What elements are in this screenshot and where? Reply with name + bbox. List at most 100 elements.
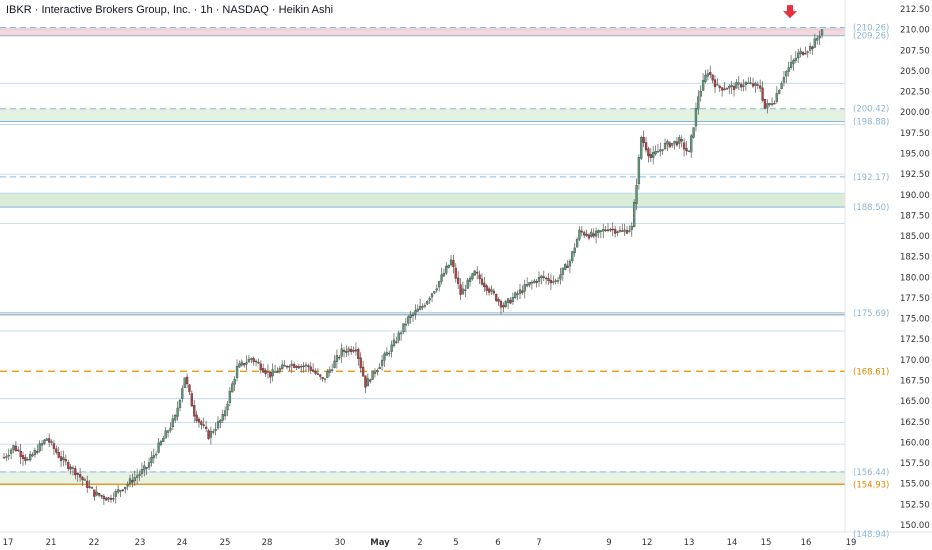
candle-up: [223, 410, 227, 417]
candle-up: [271, 369, 274, 377]
candle-down: [625, 230, 629, 234]
x-tick-label: 24: [177, 538, 188, 548]
candle-down: [668, 142, 671, 148]
candle-up: [747, 82, 750, 84]
time-axis[interactable]: 17 21 22 23 24 25 28 30 May 2 5 6 7 9 12 13 14 15 16 19: [3, 538, 857, 548]
candle-up: [371, 370, 374, 380]
candle-down: [193, 405, 196, 417]
candle-down: [499, 300, 503, 308]
candle-up: [518, 289, 522, 294]
down-arrow-icon[interactable]: [783, 5, 797, 19]
candle-down: [264, 370, 267, 374]
candle-down: [675, 141, 679, 146]
candle-down: [756, 84, 759, 86]
candle-up: [71, 467, 75, 469]
candle-down: [254, 360, 258, 363]
y-tick-label: 190.00: [900, 191, 930, 201]
candle-up: [575, 239, 579, 248]
candle-up: [162, 437, 165, 442]
candle-up: [430, 293, 434, 298]
y-tick-label: 210.00: [900, 26, 930, 36]
candle-up: [623, 229, 626, 232]
level-label-7: (168.61): [853, 367, 889, 377]
candle-up: [174, 415, 177, 421]
candle-down: [93, 489, 96, 497]
candle-up: [780, 83, 783, 90]
candle-up: [183, 377, 186, 388]
candle-down: [497, 299, 500, 302]
candle-up: [366, 378, 369, 387]
candle-down: [751, 83, 755, 87]
candle-down: [478, 274, 481, 280]
y-tick-label: 200.00: [900, 108, 930, 118]
x-tick-label: 25: [220, 538, 231, 548]
candle-down: [302, 365, 305, 368]
candle-down: [687, 150, 690, 152]
candle-up: [43, 439, 46, 444]
candle-up: [511, 297, 515, 302]
candle-down: [804, 53, 807, 55]
candle-up: [164, 430, 167, 439]
candle-up: [716, 84, 719, 86]
candle-up: [212, 431, 215, 433]
candle-up: [699, 91, 702, 97]
markers-layer: [783, 5, 797, 19]
x-tick-label: 30: [335, 538, 346, 548]
candle-up: [573, 247, 576, 253]
y-tick-label: 172.50: [900, 335, 930, 345]
candle-down: [105, 497, 108, 501]
zone-3: [0, 471, 845, 485]
candle-up: [40, 442, 44, 446]
candle-down: [350, 349, 353, 353]
candle-down: [307, 365, 310, 367]
candle-up: [273, 371, 277, 373]
candle-down: [204, 426, 208, 429]
candle-up: [659, 149, 662, 152]
x-tick-label: 23: [135, 538, 146, 548]
candle-up: [678, 137, 681, 144]
candle-up: [5, 456, 8, 458]
candle-up: [568, 260, 572, 267]
candle-up: [618, 229, 622, 232]
candle-up: [31, 454, 34, 457]
candle-up: [533, 280, 536, 283]
candle-up: [537, 276, 541, 282]
level-label-5: (188.50): [853, 203, 889, 213]
candle-up: [666, 140, 669, 145]
candle-up: [818, 35, 821, 39]
candle-down: [112, 498, 115, 500]
candle-up: [399, 332, 403, 335]
candle-up: [414, 310, 417, 315]
x-tick-label: May: [370, 538, 390, 548]
candle-down: [57, 452, 60, 458]
candle-down: [649, 154, 652, 158]
candle-up: [411, 313, 415, 316]
y-tick-label: 165.00: [900, 397, 930, 407]
candle-down: [476, 271, 479, 274]
candle-up: [278, 368, 281, 372]
level-label-2: (200.42): [853, 105, 889, 115]
candle-up: [376, 370, 379, 373]
price-axis[interactable]: 212.50 210.00 207.50 205.00 202.50 200.00 197.…: [900, 5, 930, 531]
candle-down: [732, 86, 736, 90]
candle-up: [468, 277, 472, 282]
candle-down: [202, 424, 205, 426]
y-tick-label: 157.50: [900, 459, 930, 469]
candle-up: [671, 142, 674, 146]
candle-up: [114, 491, 117, 497]
candle-up: [378, 366, 381, 370]
candle-down: [763, 98, 767, 109]
candle-up: [119, 490, 122, 492]
zone-2: [0, 193, 845, 208]
candle-down: [492, 290, 495, 294]
candle-down: [502, 305, 505, 308]
candle-down: [14, 445, 18, 452]
candle-up: [407, 316, 410, 324]
candle-down: [197, 418, 201, 423]
candle-down: [19, 450, 22, 458]
candle-up: [383, 353, 386, 361]
candle-down: [723, 88, 726, 91]
candle-up: [83, 479, 86, 481]
candle-up: [228, 390, 232, 403]
